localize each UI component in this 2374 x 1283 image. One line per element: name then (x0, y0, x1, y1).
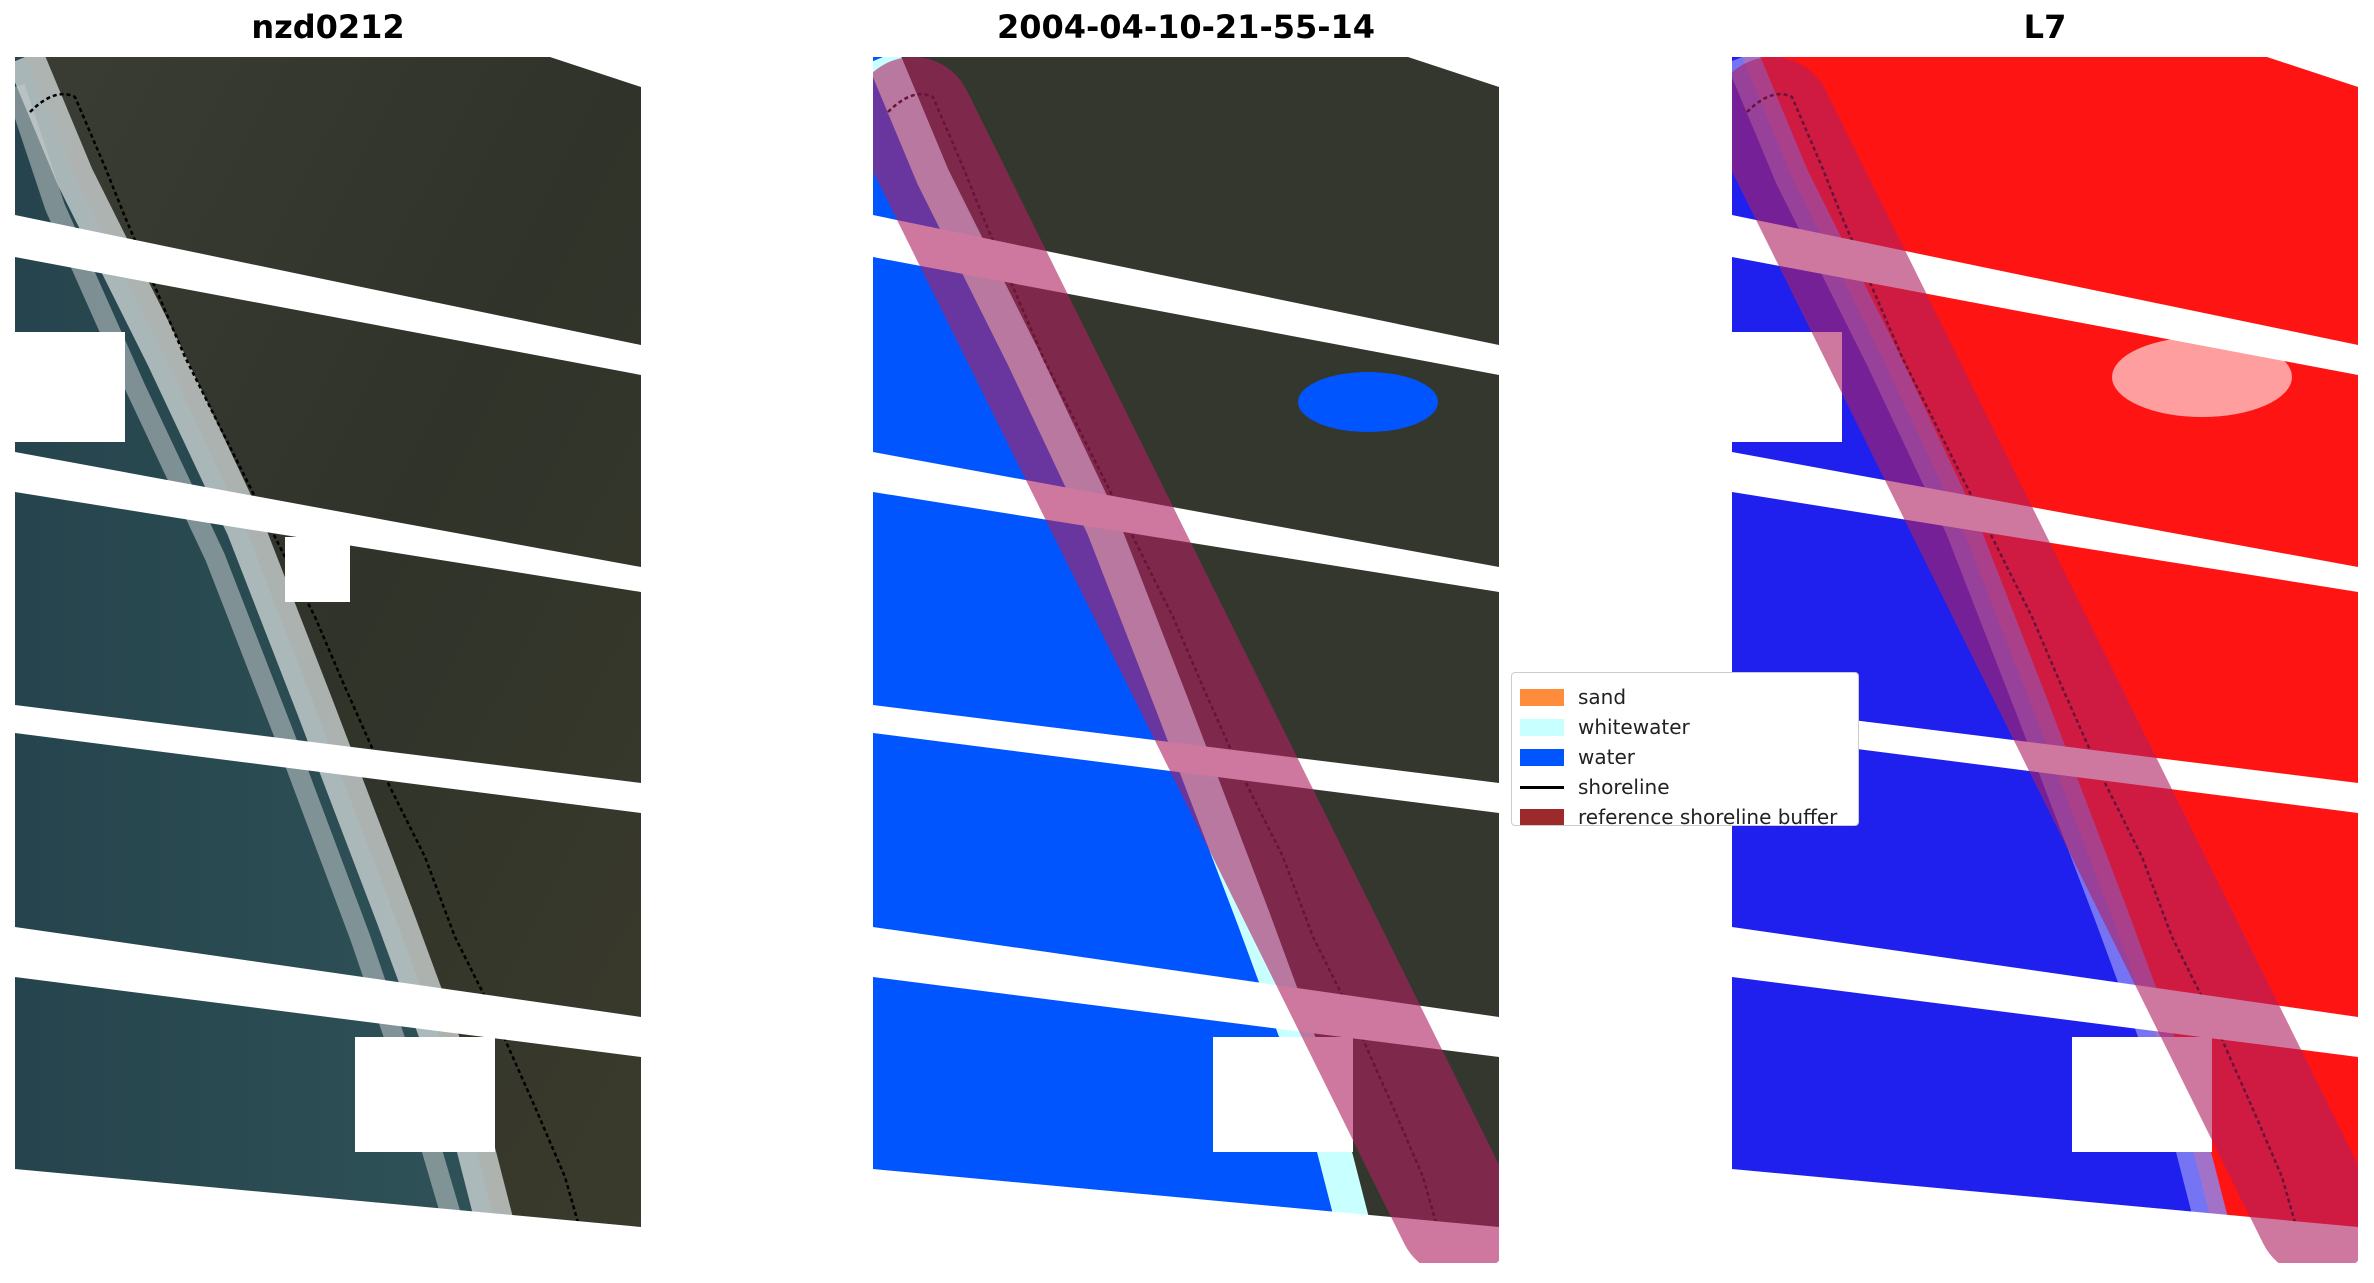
legend-item-reference-shoreline: reference shoreline buffer (1520, 802, 1858, 826)
legend-label: reference shoreline buffer (1578, 805, 1838, 826)
nodata-stripes (15, 57, 641, 1263)
inland-water-class (1298, 372, 1438, 432)
water-swatch (1520, 748, 1564, 766)
index-image-panel (1732, 57, 2358, 1263)
shoreline-line-swatch (1520, 785, 1564, 789)
land-index-highlight (2112, 337, 2292, 417)
legend-label: sand (1578, 685, 1627, 709)
legend-label: whitewater (1578, 715, 1690, 739)
sand-swatch (1520, 688, 1564, 706)
reference-shoreline-buffer (1732, 57, 2358, 1263)
whitewater-swatch (1520, 718, 1564, 736)
rgb-image-panel (15, 57, 641, 1263)
panel-title-classified: 2004-04-10-21-55-14 (996, 8, 1376, 46)
panel-title-index: L7 (2023, 8, 2067, 46)
legend-label: water (1578, 745, 1635, 769)
shoreline (29, 92, 587, 1248)
legend-item-water: water (1520, 742, 1858, 772)
legend-item-sand: sand (1520, 682, 1858, 712)
buffer-swatch (1520, 808, 1564, 825)
legend-label: shoreline (1578, 775, 1670, 799)
legend: sand whitewater water shoreline referenc… (1511, 672, 1859, 826)
classified-image-panel (873, 57, 1499, 1263)
reference-shoreline-buffer (873, 57, 1499, 1263)
legend-item-shoreline: shoreline (1520, 772, 1858, 802)
legend-item-whitewater: whitewater (1520, 712, 1858, 742)
panel-title-rgb: nzd0212 (251, 8, 405, 46)
